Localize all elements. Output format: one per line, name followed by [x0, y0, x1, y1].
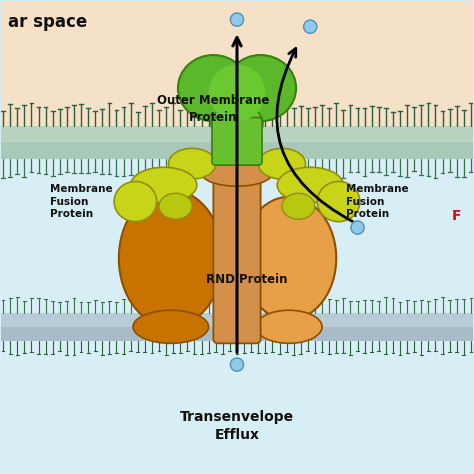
Ellipse shape: [256, 310, 322, 343]
Text: Membrane
Fusion
Protein: Membrane Fusion Protein: [346, 184, 408, 219]
Ellipse shape: [119, 190, 223, 327]
FancyBboxPatch shape: [213, 168, 261, 343]
Ellipse shape: [318, 182, 360, 222]
Bar: [0, 0, 474, 133]
Ellipse shape: [225, 55, 296, 121]
FancyBboxPatch shape: [212, 118, 262, 165]
Circle shape: [230, 358, 244, 371]
Circle shape: [351, 221, 364, 234]
Ellipse shape: [211, 105, 263, 143]
Ellipse shape: [201, 160, 273, 186]
Ellipse shape: [133, 310, 209, 343]
Text: Transenvelope
Efflux: Transenvelope Efflux: [180, 410, 294, 442]
Text: ar space: ar space: [8, 13, 87, 31]
Bar: [0, 143, 474, 159]
Text: Membrane
Fusion
Protein: Membrane Fusion Protein: [50, 184, 113, 219]
Circle shape: [304, 20, 317, 33]
Ellipse shape: [178, 55, 249, 121]
Text: F: F: [452, 209, 462, 223]
Text: Outer Membrane
Protein: Outer Membrane Protein: [157, 94, 270, 124]
Ellipse shape: [209, 64, 265, 121]
Ellipse shape: [282, 193, 315, 219]
Circle shape: [230, 13, 244, 26]
Ellipse shape: [242, 197, 336, 319]
Bar: [0, 133, 474, 474]
Ellipse shape: [277, 167, 343, 203]
Ellipse shape: [168, 148, 216, 179]
Ellipse shape: [258, 148, 306, 179]
Bar: [0, 313, 474, 327]
Bar: [0, 327, 474, 341]
Bar: [0, 126, 474, 143]
Ellipse shape: [131, 167, 197, 203]
Ellipse shape: [114, 182, 156, 222]
Text: RND Protein: RND Protein: [206, 273, 287, 286]
Ellipse shape: [159, 193, 192, 219]
